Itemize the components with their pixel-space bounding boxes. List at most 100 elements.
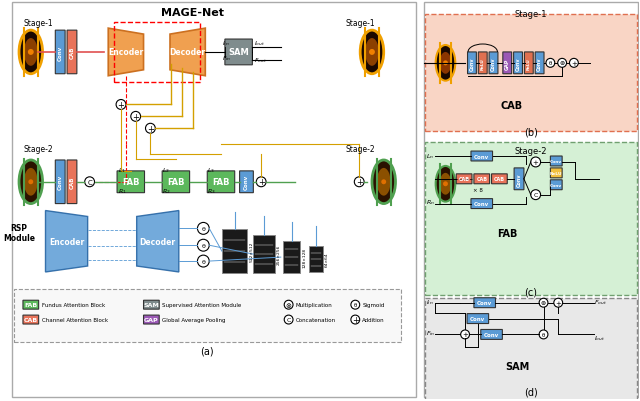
FancyBboxPatch shape [481, 330, 502, 340]
Text: $F_{in}$: $F_{in}$ [426, 328, 435, 338]
FancyBboxPatch shape [467, 314, 488, 324]
Text: CAB: CAB [494, 177, 505, 182]
Text: +: + [571, 61, 577, 67]
Bar [222, 230, 248, 273]
Text: Conv: Conv [474, 154, 490, 159]
Circle shape [461, 330, 470, 339]
Circle shape [554, 298, 563, 308]
Text: +: + [147, 124, 154, 134]
Text: Conv: Conv [516, 57, 520, 71]
Circle shape [145, 124, 156, 134]
Text: +: + [118, 101, 124, 110]
FancyBboxPatch shape [143, 300, 159, 310]
Text: $L_2$: $L_2$ [162, 166, 170, 174]
FancyBboxPatch shape [143, 315, 159, 324]
Text: Channel Attention Block: Channel Attention Block [42, 317, 108, 322]
FancyBboxPatch shape [225, 40, 252, 66]
Text: $F_{out}$: $F_{out}$ [595, 297, 607, 306]
Text: Addition: Addition [362, 317, 385, 322]
Text: ⊗: ⊗ [541, 300, 546, 306]
Text: GAP: GAP [505, 58, 509, 69]
Text: FAB: FAB [122, 178, 140, 187]
Text: Conv: Conv [58, 175, 63, 190]
Text: $I_{in}$: $I_{in}$ [222, 39, 230, 48]
FancyBboxPatch shape [67, 160, 77, 204]
Text: (b): (b) [524, 127, 538, 137]
Bar [424, 3, 637, 397]
Bar [13, 289, 401, 342]
Circle shape [84, 177, 95, 187]
Text: θ: θ [202, 226, 205, 231]
Text: $R_2$: $R_2$ [162, 186, 171, 195]
Text: +: + [462, 332, 468, 338]
Circle shape [28, 180, 33, 185]
Text: $R_3$: $R_3$ [207, 186, 216, 195]
Text: Multiplication: Multiplication [296, 302, 332, 308]
Text: θ: θ [542, 332, 545, 337]
Text: (c): (c) [524, 287, 537, 297]
Text: Sigmoid: Sigmoid [362, 302, 385, 308]
Ellipse shape [440, 173, 451, 195]
Ellipse shape [19, 31, 42, 75]
FancyBboxPatch shape [67, 31, 77, 75]
Text: C: C [534, 193, 538, 198]
Text: ⊗: ⊗ [285, 302, 292, 308]
Circle shape [539, 330, 548, 339]
FancyBboxPatch shape [471, 199, 493, 209]
Bar [283, 242, 300, 273]
Text: ReLU: ReLU [481, 58, 484, 69]
Text: Global Average Pooling: Global Average Pooling [162, 317, 226, 322]
Text: Conv: Conv [550, 160, 563, 164]
Text: GAP: GAP [144, 317, 159, 322]
Bar [253, 236, 275, 273]
FancyBboxPatch shape [55, 31, 65, 75]
Text: Conv: Conv [550, 183, 563, 187]
Polygon shape [108, 29, 143, 77]
Text: Concatenation: Concatenation [296, 317, 335, 322]
FancyBboxPatch shape [468, 53, 476, 75]
Circle shape [284, 300, 293, 310]
Text: $R_n$: $R_n$ [426, 198, 435, 207]
FancyBboxPatch shape [514, 53, 522, 75]
Text: Conv: Conv [470, 57, 474, 71]
Text: 128×128: 128×128 [302, 247, 307, 267]
Text: SAM: SAM [505, 361, 529, 371]
Ellipse shape [19, 160, 42, 204]
Text: Stage-2: Stage-2 [515, 147, 547, 156]
Text: Module: Module [3, 234, 35, 243]
Text: RSP: RSP [10, 224, 28, 233]
Text: (d): (d) [524, 387, 538, 397]
Text: $I_{out}$: $I_{out}$ [254, 39, 266, 48]
Text: CAB: CAB [70, 176, 74, 188]
Circle shape [531, 190, 541, 200]
FancyBboxPatch shape [474, 298, 495, 308]
Ellipse shape [24, 168, 38, 196]
FancyBboxPatch shape [524, 53, 533, 75]
Text: Conv: Conv [484, 332, 499, 337]
FancyBboxPatch shape [55, 160, 65, 204]
Text: Conv: Conv [516, 172, 522, 186]
Circle shape [198, 240, 209, 251]
Text: SAM: SAM [143, 302, 159, 308]
Text: Supervised Attention Module: Supervised Attention Module [162, 302, 241, 308]
Text: $I_{out}$: $I_{out}$ [595, 334, 605, 342]
Circle shape [546, 59, 555, 68]
Text: Stage-2: Stage-2 [346, 145, 375, 154]
Circle shape [355, 177, 364, 187]
Text: MAGE-Net: MAGE-Net [161, 8, 224, 18]
Text: θ: θ [548, 61, 552, 66]
Text: Conv: Conv [537, 57, 542, 71]
FancyBboxPatch shape [550, 168, 562, 178]
Circle shape [381, 180, 386, 185]
FancyBboxPatch shape [117, 172, 145, 193]
Text: $L_n$: $L_n$ [426, 152, 434, 160]
Text: Conv: Conv [470, 316, 486, 321]
Text: Conv: Conv [244, 175, 249, 190]
Circle shape [28, 50, 34, 56]
Circle shape [557, 59, 566, 68]
Text: Encoder: Encoder [108, 48, 143, 57]
Circle shape [351, 315, 360, 324]
Bar [114, 23, 200, 83]
Text: Decoder: Decoder [139, 237, 175, 246]
Text: CAB: CAB [24, 317, 38, 322]
